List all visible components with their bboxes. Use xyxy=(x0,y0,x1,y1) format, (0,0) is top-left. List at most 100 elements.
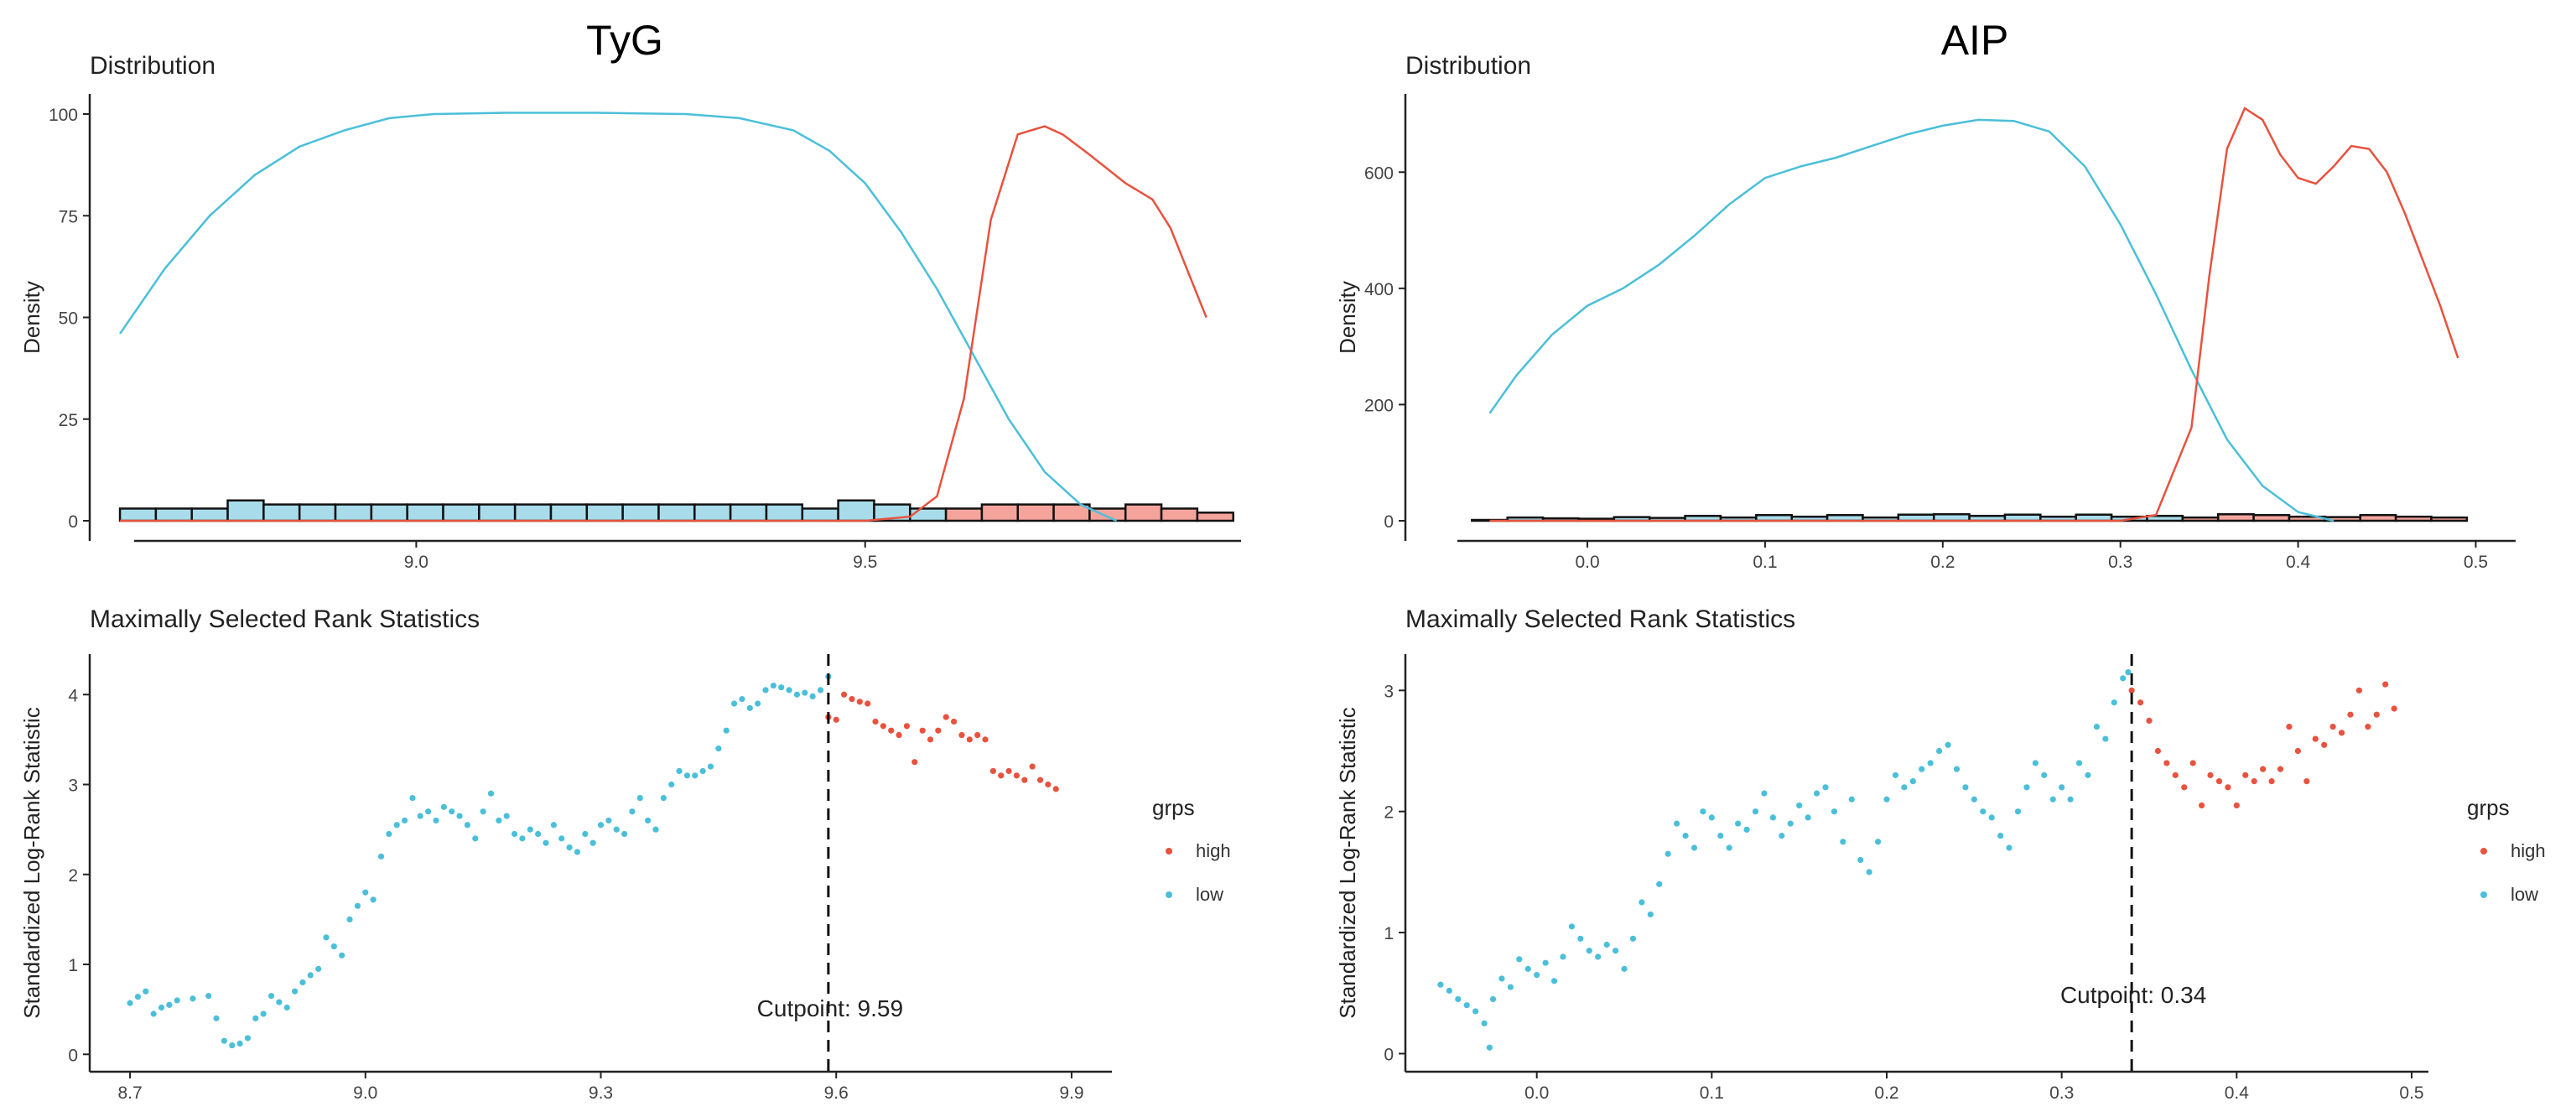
cutpoint-label: Cutpoint: 9.59 xyxy=(757,995,903,1021)
point-low xyxy=(472,835,479,842)
point-low xyxy=(1621,965,1628,972)
point-low xyxy=(511,830,518,838)
point-high xyxy=(2294,747,2301,755)
point-low xyxy=(496,817,502,824)
point-high xyxy=(880,723,886,730)
point-low xyxy=(645,817,652,824)
y-tick-label: 0 xyxy=(68,512,78,532)
density-curve-low xyxy=(119,112,1118,522)
histogram-bar xyxy=(2359,513,2397,522)
point-low xyxy=(2067,796,2074,803)
point-low xyxy=(315,965,322,972)
point-low xyxy=(1550,978,1558,985)
panel-heading: TyG xyxy=(586,17,663,64)
point-high xyxy=(840,691,848,698)
point-low xyxy=(1831,808,1838,815)
point-high xyxy=(974,731,981,739)
point-low xyxy=(1507,984,1514,990)
y-tick-label: 0 xyxy=(1384,1045,1394,1064)
point-low xyxy=(2059,784,2065,791)
point-low xyxy=(267,992,275,1000)
point-high xyxy=(872,718,879,725)
x-tick-label: 0.0 xyxy=(1575,553,1599,572)
point-high xyxy=(2242,772,2249,778)
point-low xyxy=(1586,948,1592,954)
point-low xyxy=(2075,760,2083,766)
point-high xyxy=(1029,763,1036,770)
point-low xyxy=(1971,796,1977,803)
histogram-bar xyxy=(837,499,875,522)
point-low xyxy=(127,1000,133,1006)
y-tick-label: 25 xyxy=(59,411,78,430)
point-high xyxy=(1021,777,1028,783)
point-low xyxy=(1665,850,1671,857)
x-tick-label: 0.4 xyxy=(2286,553,2311,572)
point-low xyxy=(1962,784,1969,791)
point-low xyxy=(143,988,149,995)
point-low xyxy=(1612,948,1619,954)
point-low xyxy=(1486,1044,1493,1051)
point-low xyxy=(1524,965,1531,972)
legend-label-low: low xyxy=(1196,884,1223,905)
point-low xyxy=(519,835,526,842)
x-tick-label: 9.9 xyxy=(1059,1083,1083,1103)
point-low xyxy=(393,822,400,829)
point-low xyxy=(1463,1002,1470,1009)
point-low xyxy=(817,687,824,694)
point-low xyxy=(370,896,377,903)
histogram-bar xyxy=(370,503,408,522)
point-low xyxy=(433,817,439,824)
point-low xyxy=(503,813,510,819)
histogram-bar xyxy=(2394,515,2433,522)
point-low xyxy=(707,763,714,770)
point-high xyxy=(966,736,973,743)
point-low xyxy=(291,988,299,995)
histogram-bar xyxy=(2216,512,2255,522)
y-tick-label: 3 xyxy=(1384,682,1394,701)
point-low xyxy=(134,994,142,1000)
point-low xyxy=(354,902,361,909)
point-low xyxy=(692,772,699,779)
y-tick-label: 2 xyxy=(1384,803,1394,823)
point-low xyxy=(1752,808,1759,815)
point-low xyxy=(730,700,738,707)
point-low xyxy=(1805,814,1811,821)
point-high xyxy=(2215,777,2223,785)
point-low xyxy=(778,684,785,691)
point-low xyxy=(1656,881,1663,887)
point-low xyxy=(425,808,432,815)
point-high xyxy=(2391,705,2397,712)
point-low xyxy=(229,1042,236,1049)
point-low xyxy=(1595,953,1602,960)
point-low xyxy=(1787,820,1794,827)
y-axis-label: Density xyxy=(19,281,44,354)
point-high xyxy=(849,696,855,703)
histogram-bar xyxy=(1124,503,1163,522)
x-tick-label: 0.1 xyxy=(1753,553,1777,572)
point-low xyxy=(1909,777,1916,785)
y-tick-label: 1 xyxy=(68,956,78,975)
point-high xyxy=(2382,681,2389,688)
point-low xyxy=(715,746,722,752)
point-low xyxy=(786,687,792,694)
point-high xyxy=(2373,711,2380,718)
point-high xyxy=(2268,777,2275,785)
point-high xyxy=(950,718,958,725)
point-low xyxy=(2006,844,2012,851)
point-low xyxy=(1629,935,1637,942)
histogram-bar xyxy=(801,507,839,522)
point-low xyxy=(1577,935,1584,942)
point-low xyxy=(1927,760,1934,766)
point-high xyxy=(2286,724,2293,730)
x-tick-label: 8.7 xyxy=(117,1083,142,1103)
distribution-title: Distribution xyxy=(1405,52,1531,80)
point-low xyxy=(1953,766,1961,772)
point-low xyxy=(1472,1008,1479,1015)
point-high xyxy=(982,736,989,743)
x-tick-label: 0.1 xyxy=(1700,1083,1724,1103)
legend-label-high: high xyxy=(2511,840,2546,861)
point-high xyxy=(2355,687,2363,694)
point-low xyxy=(1568,923,1576,930)
legend-swatch-high xyxy=(1166,848,1172,855)
